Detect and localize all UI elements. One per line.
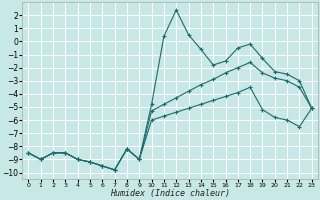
X-axis label: Humidex (Indice chaleur): Humidex (Indice chaleur) xyxy=(110,189,230,198)
